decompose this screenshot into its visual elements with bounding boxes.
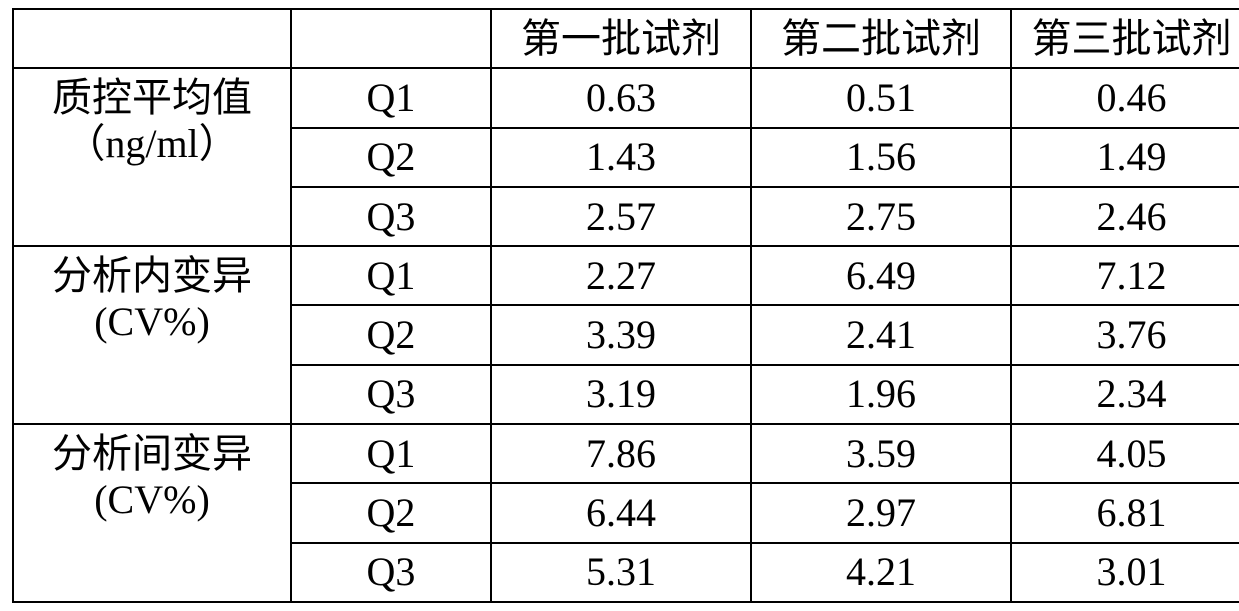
cell-value: 0.46 <box>1011 68 1239 127</box>
group-title-line: 分析内变异 <box>14 253 290 299</box>
cell-value: 2.57 <box>491 187 751 246</box>
table-row: 质控平均值 （ng/ml） Q1 0.63 0.51 0.46 <box>13 68 1239 127</box>
q-label: Q2 <box>291 305 491 364</box>
cell-value: 4.05 <box>1011 424 1239 483</box>
cell-value: 3.76 <box>1011 305 1239 364</box>
header-batch-1: 第一批试剂 <box>491 9 751 68</box>
cell-value: 2.41 <box>751 305 1011 364</box>
group-title-line: (CV%) <box>14 477 290 523</box>
cell-value: 2.75 <box>751 187 1011 246</box>
cell-value: 0.63 <box>491 68 751 127</box>
table-header-row: 第一批试剂 第二批试剂 第三批试剂 <box>13 9 1239 68</box>
q-label: Q3 <box>291 543 491 602</box>
cell-value: 4.21 <box>751 543 1011 602</box>
cell-value: 3.39 <box>491 305 751 364</box>
cell-value: 3.19 <box>491 365 751 424</box>
cell-value: 1.43 <box>491 128 751 187</box>
cell-value: 1.56 <box>751 128 1011 187</box>
cell-value: 0.51 <box>751 68 1011 127</box>
group-title-intra: 分析内变异 (CV%) <box>13 246 291 424</box>
group-title-line: 质控平均值 <box>14 75 290 121</box>
group-title-line: 分析间变异 <box>14 431 290 477</box>
cell-value: 1.49 <box>1011 128 1239 187</box>
group-title-line: (CV%) <box>14 299 290 345</box>
qc-data-table: 第一批试剂 第二批试剂 第三批试剂 质控平均值 （ng/ml） Q1 0.63 … <box>12 8 1239 603</box>
cell-value: 6.44 <box>491 483 751 542</box>
q-label: Q3 <box>291 187 491 246</box>
cell-value: 3.01 <box>1011 543 1239 602</box>
cell-value: 1.96 <box>751 365 1011 424</box>
header-batch-2: 第二批试剂 <box>751 9 1011 68</box>
cell-value: 2.34 <box>1011 365 1239 424</box>
group-title-mean: 质控平均值 （ng/ml） <box>13 68 291 246</box>
cell-value: 7.86 <box>491 424 751 483</box>
q-label: Q3 <box>291 365 491 424</box>
group-title-inter: 分析间变异 (CV%) <box>13 424 291 602</box>
cell-value: 2.97 <box>751 483 1011 542</box>
group-title-line: （ng/ml） <box>14 121 290 167</box>
q-label: Q1 <box>291 246 491 305</box>
table-row: 分析间变异 (CV%) Q1 7.86 3.59 4.05 <box>13 424 1239 483</box>
header-batch-3: 第三批试剂 <box>1011 9 1239 68</box>
cell-value: 2.46 <box>1011 187 1239 246</box>
q-label: Q2 <box>291 128 491 187</box>
cell-value: 3.59 <box>751 424 1011 483</box>
table-row: 分析内变异 (CV%) Q1 2.27 6.49 7.12 <box>13 246 1239 305</box>
q-label: Q1 <box>291 68 491 127</box>
header-blank-1 <box>13 9 291 68</box>
cell-value: 2.27 <box>491 246 751 305</box>
cell-value: 7.12 <box>1011 246 1239 305</box>
cell-value: 6.49 <box>751 246 1011 305</box>
header-blank-2 <box>291 9 491 68</box>
q-label: Q2 <box>291 483 491 542</box>
q-label: Q1 <box>291 424 491 483</box>
cell-value: 5.31 <box>491 543 751 602</box>
cell-value: 6.81 <box>1011 483 1239 542</box>
